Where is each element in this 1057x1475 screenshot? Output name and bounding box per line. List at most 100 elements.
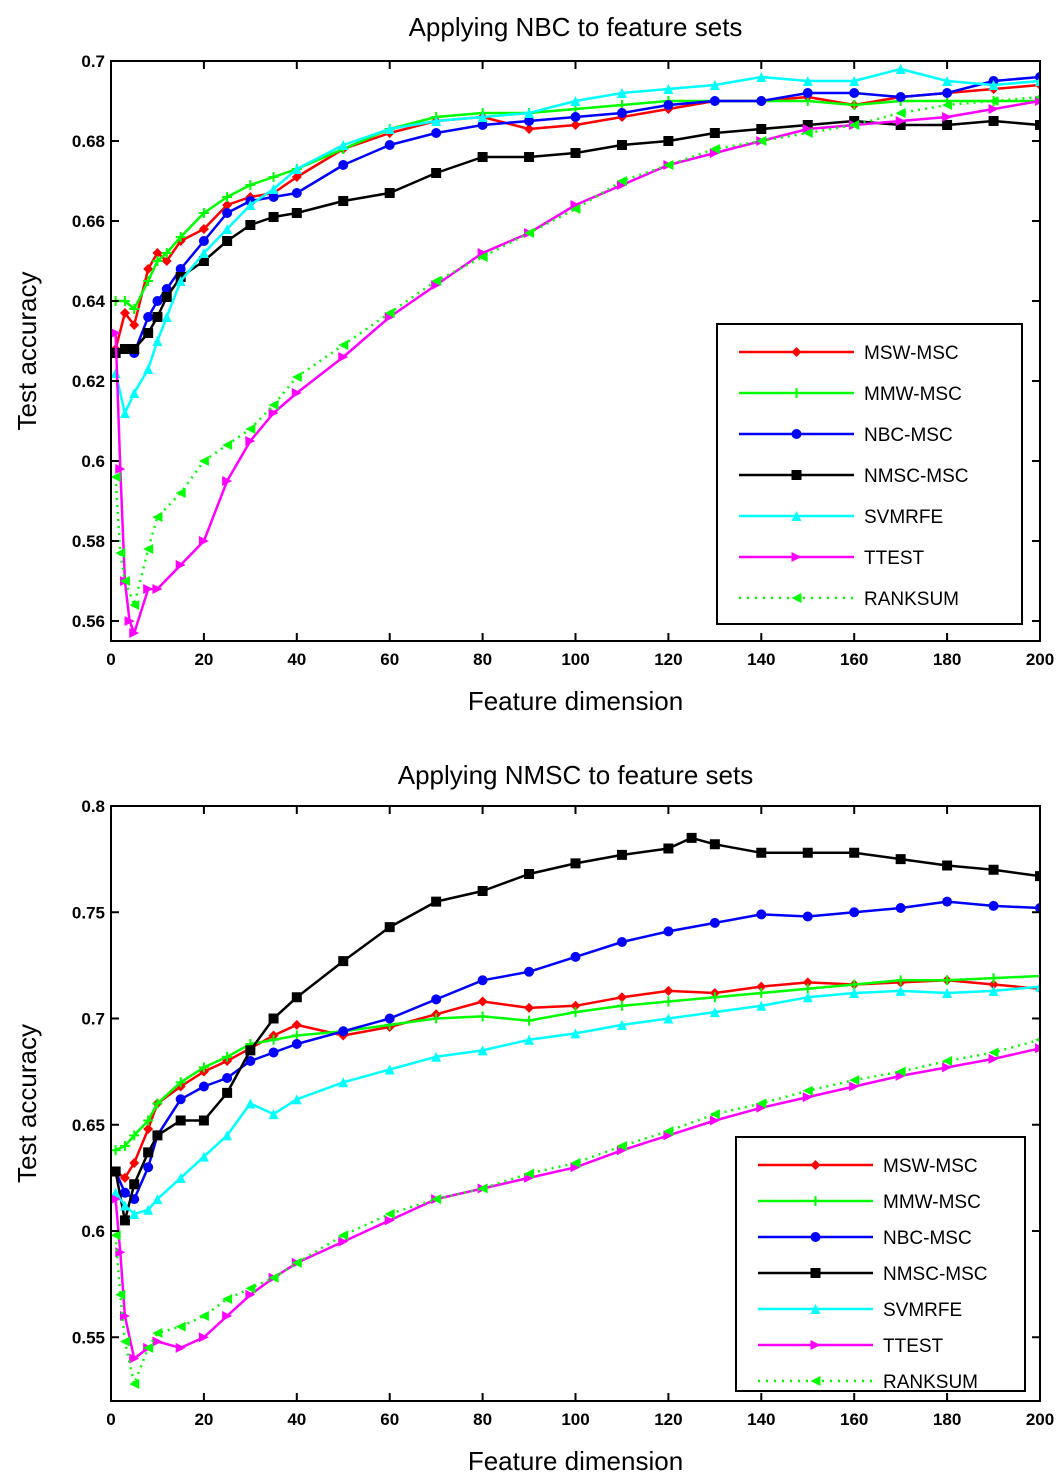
data-point-svmrfe	[222, 224, 233, 234]
data-point-nmsc-msc	[338, 196, 349, 206]
data-point-svmrfe	[245, 200, 256, 210]
x-tick-label: 100	[561, 1410, 589, 1429]
data-point-svmrfe	[119, 408, 130, 418]
y-tick-label: 0.64	[72, 292, 106, 311]
legend-label-mmw-msc: MMW-MSC	[883, 1192, 981, 1213]
data-point-nbc-msc	[1035, 903, 1040, 913]
data-point-nmsc-msc	[291, 208, 302, 218]
data-point-msw-msc	[129, 320, 140, 330]
data-point-msw-msc	[143, 1124, 154, 1134]
data-point-svmrfe	[291, 164, 302, 174]
data-point-ranksum	[431, 276, 442, 286]
data-point-mmw-msc	[245, 180, 256, 190]
data-point-nbc-msc	[570, 951, 581, 962]
data-point-msw-msc	[161, 256, 172, 266]
data-point-nmsc-msc	[119, 1215, 130, 1226]
y-tick-label: 0.7	[81, 1010, 105, 1029]
data-point-ttest	[709, 1115, 720, 1126]
data-point-mmw-msc	[663, 996, 674, 1007]
data-point-mmw-msc	[198, 208, 209, 218]
data-point-ranksum	[198, 1311, 209, 1321]
data-point-ttest	[942, 1062, 953, 1073]
data-point-msw-msc	[988, 979, 999, 990]
data-point-nbc-msc	[942, 88, 953, 98]
data-point-nmsc-msc	[570, 858, 581, 869]
legend-label-svmrfe: SVMRFE	[883, 1300, 962, 1321]
data-point-mmw-msc	[709, 992, 720, 1003]
data-point-nbc-msc	[431, 994, 442, 1005]
data-point-nbc-msc	[477, 120, 488, 130]
data-point-nbc-msc	[524, 116, 535, 126]
series-line-ranksum	[114, 95, 1040, 607]
data-point-ranksum	[222, 1294, 233, 1304]
data-point-svmrfe	[143, 1204, 154, 1215]
data-point-ttest	[129, 1353, 140, 1364]
data-point-svmrfe	[616, 1019, 627, 1030]
data-point-mmw-msc	[175, 1077, 186, 1088]
data-point-svmrfe	[616, 88, 627, 98]
series-line-nmsc-msc	[115, 119, 1040, 355]
data-point-nbc-msc	[119, 1187, 130, 1198]
x-tick-label: 140	[747, 650, 775, 669]
data-point-ttest	[222, 1311, 233, 1321]
data-point-nbc-msc	[175, 1094, 186, 1105]
data-point-ranksum	[175, 488, 186, 498]
x-tick-label: 60	[380, 650, 399, 669]
data-point-ttest	[384, 1215, 395, 1226]
data-point-nmsc-msc	[143, 1147, 154, 1158]
data-point-ttest	[222, 476, 233, 486]
y-tick-label: 0.65	[72, 1116, 105, 1135]
data-point-ranksum	[942, 1056, 953, 1066]
data-point-nmsc-msc	[988, 864, 999, 875]
x-tick-label: 200	[1026, 650, 1054, 669]
data-point-ranksum	[802, 1085, 813, 1096]
data-point-ranksum	[143, 1342, 154, 1353]
data-point-ranksum	[245, 1283, 256, 1294]
data-point-ranksum	[115, 548, 126, 558]
data-point-svmrfe	[222, 1130, 233, 1141]
data-point-mmw-msc	[222, 1051, 233, 1062]
data-point-mmw-msc	[129, 1130, 140, 1141]
x-tick-label: 80	[473, 1410, 492, 1429]
data-point-ttest	[268, 408, 279, 418]
data-point-mmw-msc	[616, 1000, 627, 1011]
data-point-ranksum	[616, 1141, 627, 1151]
data-point-ttest	[152, 1336, 163, 1347]
x-tick-label: 100	[561, 650, 589, 669]
data-point-ttest	[384, 312, 395, 322]
data-point-ttest	[115, 464, 126, 474]
data-point-svmrfe	[198, 248, 209, 258]
data-point-nmsc-msc	[268, 1013, 279, 1024]
legend-marker-ttest	[810, 1340, 821, 1350]
data-point-ranksum	[129, 1379, 140, 1389]
y-tick-label: 0.75	[72, 903, 105, 922]
data-point-nmsc-msc	[175, 1115, 186, 1126]
data-point-ranksum	[111, 1230, 121, 1241]
x-tick-label: 20	[194, 1410, 213, 1429]
data-point-nmsc-msc	[222, 1087, 233, 1098]
data-point-nmsc-msc	[756, 847, 767, 858]
data-point-svmrfe	[524, 1034, 535, 1045]
data-point-ttest	[111, 328, 121, 338]
legend-label-ranksum: RANKSUM	[883, 1372, 978, 1393]
data-point-mmw-msc	[431, 1013, 442, 1024]
data-point-nbc-msc	[663, 100, 674, 110]
legend: MSW-MSC MMW-MSC NBC-MSC NMSC-MSC SVMRFE TTEST…	[716, 323, 1023, 625]
data-point-ttest	[988, 1053, 999, 1064]
data-point-svmrfe	[338, 1077, 349, 1088]
data-point-nmsc-msc	[709, 839, 720, 850]
data-point-svmrfe	[802, 992, 813, 1003]
data-point-ttest	[338, 352, 349, 362]
data-point-mmw-msc	[222, 192, 233, 202]
data-point-ranksum	[268, 1272, 279, 1283]
data-point-nbc-msc	[756, 909, 767, 920]
data-point-msw-msc	[477, 996, 488, 1007]
y-tick-label: 0.6	[81, 1222, 105, 1241]
data-point-nmsc-msc	[198, 1115, 209, 1126]
data-point-svmrfe	[1035, 981, 1040, 992]
data-point-nmsc-msc	[477, 886, 488, 896]
data-point-nbc-msc	[198, 1081, 209, 1092]
y-axis-label: Test accuracy	[12, 272, 42, 431]
data-point-svmrfe	[988, 985, 999, 996]
data-point-msw-msc	[222, 200, 233, 210]
